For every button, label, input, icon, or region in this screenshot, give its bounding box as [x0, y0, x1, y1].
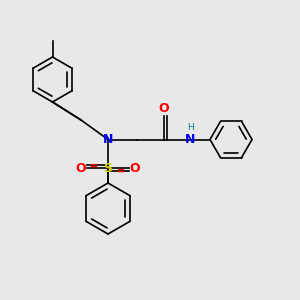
Text: =: = — [90, 160, 99, 171]
Text: =: = — [117, 165, 126, 176]
Text: N: N — [185, 133, 196, 146]
Text: N: N — [103, 133, 113, 146]
Text: O: O — [76, 161, 86, 175]
Text: O: O — [130, 161, 140, 175]
Text: S: S — [103, 161, 112, 175]
Text: O: O — [158, 101, 169, 115]
Text: H: H — [187, 123, 194, 132]
